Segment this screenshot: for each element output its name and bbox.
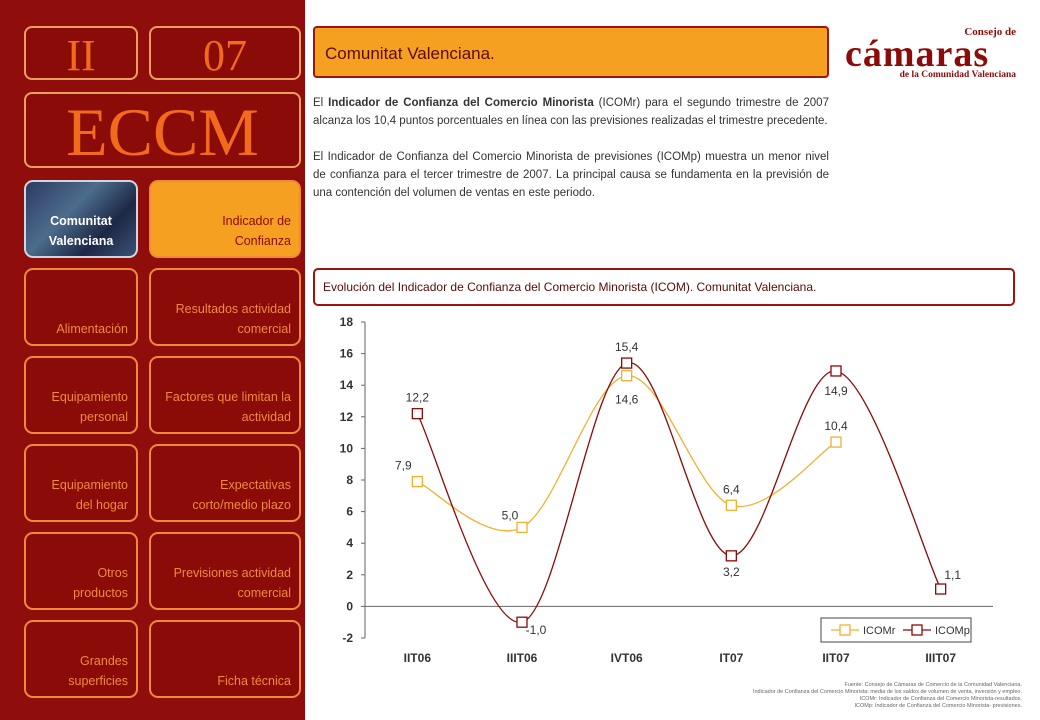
nav-item-label: Equipamiento del hogar [51, 478, 128, 512]
data-point-icomp [411, 407, 423, 420]
nav-item-label: Expectativas corto/medio plazo [192, 478, 291, 512]
y-tick-label: 16 [340, 347, 354, 361]
icom-line-chart: -2 0 2 4 6 8 10 12 14 16 18 IIT06 IIIT06 IVT06 IT07 IIT… [340, 315, 993, 665]
forecast-paragraph: El Indicador de Confianza del Comercio M… [313, 151, 829, 199]
nav-item[interactable]: Equipamiento personal [24, 356, 138, 434]
nav-item[interactable]: Expectativas corto/medio plazo [149, 444, 301, 522]
nav-item-label: Equipamiento personal [51, 390, 128, 424]
chart-title: Evolución del Indicador de Confianza del… [323, 280, 817, 294]
para1-pre: El [313, 97, 324, 109]
nav-item[interactable]: Otros productos [24, 532, 138, 610]
logo-line1: Consejo de [964, 26, 1016, 38]
source-line: Fuente: Consejo de Cámaras de Comercio d… [844, 682, 1022, 688]
section-number: II [66, 31, 96, 80]
chart-title-bar: Evolución del Indicador de Confianza del… [313, 268, 1015, 306]
data-point-icomp [725, 550, 737, 562]
data-label: 7,9 [395, 459, 412, 473]
data-point-icomr [621, 370, 633, 382]
data-point-icomp [830, 365, 842, 377]
logo-line2: cámaras [845, 33, 990, 75]
data-point-icomr [830, 436, 842, 448]
data-label: 14,6 [615, 393, 639, 407]
x-tick-label: IIT06 [404, 651, 432, 665]
x-tick-label: IT07 [719, 651, 743, 665]
y-tick-label: -2 [342, 631, 353, 645]
nav-item[interactable]: Grandes superficies [24, 620, 138, 698]
y-tick-label: 14 [340, 378, 354, 392]
data-label: 12,2 [406, 391, 430, 405]
nav-indicator[interactable]: Indicador de Confianza [149, 180, 301, 258]
y-tick-label: 12 [340, 410, 354, 424]
acronym: ECCM [66, 94, 259, 170]
nav-item-label: Grandes superficies [68, 654, 128, 688]
source-note: Fuente: Consejo de Cámaras de Comercio d… [602, 682, 1022, 710]
nav-item-label: Alimentación [56, 322, 128, 336]
source-line: Indicador de Confianza del Comercio Mino… [752, 689, 1022, 695]
legend-label: ICOMr [863, 625, 896, 637]
y-tick-label: 8 [346, 473, 353, 487]
y-tick-label: 2 [346, 568, 353, 582]
y-tick-label: 6 [346, 505, 353, 519]
data-label: 3,2 [723, 565, 740, 579]
data-point-icomr [516, 521, 528, 534]
data-point-icomr [725, 499, 737, 511]
source-line: ICOMp: Indicador de Confianza del Comerc… [854, 703, 1022, 709]
data-label: 1,1 [944, 568, 961, 582]
nav-item-label: Previsiones actividad comercial [173, 566, 291, 600]
acronym-box: ECCM [24, 92, 301, 170]
legend-label: ICOMp [935, 625, 970, 637]
issue-number: 07 [203, 31, 247, 80]
y-tick-label: 0 [346, 599, 353, 613]
y-tick-label: 4 [346, 536, 353, 550]
y-tick-label: 10 [340, 441, 354, 455]
data-point-icomp [516, 616, 528, 628]
camaras-logo: Consejo de cámaras de la Comunidad Valen… [845, 22, 1020, 84]
nav-item[interactable]: Factores que limitan la actividad [149, 356, 301, 434]
nav-indicator-label: Indicador de Confianza [222, 214, 291, 248]
data-label: 10,4 [824, 419, 848, 433]
intro-paragraph: El Indicador de Confianza del Comercio M… [313, 94, 829, 130]
nav-region-label: Comunitat Valenciana [48, 214, 114, 248]
series-line-icomp [416, 362, 942, 623]
page-title: Comunitat Valenciana. [325, 44, 495, 63]
data-point-icomp [621, 357, 633, 369]
para1-post: (ICOMr) para el segundo trimestre de 200… [313, 97, 829, 127]
page-title-bar: Comunitat Valenciana. [313, 26, 829, 78]
logo-line3: de la Comunidad Valenciana [899, 70, 1016, 80]
source-line: ICOMr: Indicador de Confianza del Comerc… [859, 696, 1022, 702]
x-tick-label: IIIT07 [925, 651, 956, 665]
nav-item[interactable]: Previsiones actividad comercial [149, 532, 301, 610]
para1-bold: Indicador de Confianza del Comercio Mino… [328, 97, 594, 109]
nav-item[interactable]: Alimentación [24, 268, 138, 346]
data-label: 6,4 [723, 482, 740, 496]
x-tick-label: IIT07 [822, 651, 850, 665]
section-box: II [24, 26, 138, 80]
nav-item-label: Otros productos [73, 566, 128, 600]
data-label: -1,0 [526, 623, 547, 637]
nav-item[interactable]: Resultados actividad comercial [149, 268, 301, 346]
data-point-icomp [935, 583, 947, 595]
x-tick-label: IVT06 [611, 651, 643, 665]
sidebar: II 07 ECCM Comunitat Valenciana Indicado… [0, 0, 305, 720]
data-label: 5,0 [502, 508, 519, 522]
nav-item[interactable]: Equipamiento del hogar [24, 444, 138, 522]
data-label: 15,4 [615, 340, 639, 354]
nav-item-label: Ficha técnica [217, 674, 291, 688]
nav-item-label: Resultados actividad comercial [175, 302, 291, 336]
data-point-icomr [411, 475, 423, 488]
y-tick-label: 18 [340, 315, 354, 329]
nav-region[interactable]: Comunitat Valenciana [24, 180, 138, 258]
nav-item[interactable]: Ficha técnica [149, 620, 301, 698]
data-label: 14,9 [824, 384, 848, 398]
legend-swatch-marker [839, 624, 851, 636]
legend-swatch-marker [911, 624, 923, 636]
nav-item-label: Factores que limitan la actividad [165, 390, 291, 424]
issue-box: 07 [149, 26, 301, 80]
x-tick-label: IIIT06 [507, 651, 538, 665]
